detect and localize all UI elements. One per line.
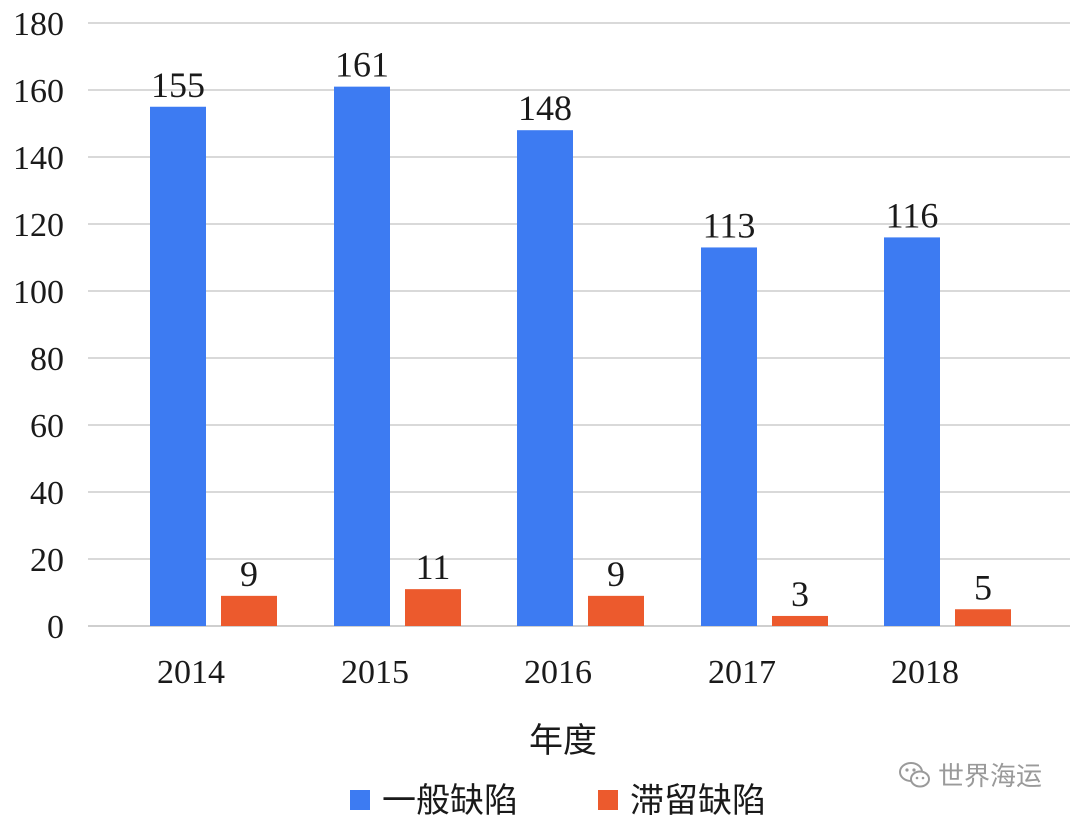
watermark: 世界海运 — [898, 756, 1042, 793]
bar-2016-series-1 — [588, 595, 644, 626]
bars — [150, 86, 1011, 626]
bar-2015-series-1 — [405, 589, 461, 626]
y-tick-label: 0 — [47, 609, 64, 646]
bar-2014-series-1 — [221, 595, 277, 626]
y-tick-label: 40 — [30, 475, 64, 512]
y-tick-label: 80 — [30, 341, 64, 378]
x-axis-ticks: 2014 2015 2016 2017 2018 — [157, 654, 959, 691]
data-label: 9 — [607, 554, 625, 594]
data-label: 148 — [518, 88, 572, 128]
y-axis-ticks: 0 20 40 60 80 100 120 140 160 180 — [13, 6, 64, 646]
x-axis-title: 年度 — [529, 721, 597, 761]
bar-2018-series-1 — [955, 609, 1011, 626]
data-labels: 155 161 148 113 116 9 11 9 3 5 — [151, 45, 992, 614]
y-tick-label: 100 — [13, 274, 64, 311]
data-label: 113 — [703, 205, 756, 245]
gridlines — [88, 22, 1070, 627]
data-label: 11 — [416, 547, 451, 587]
y-tick-label: 180 — [13, 6, 64, 43]
wechat-icon — [899, 761, 930, 787]
y-tick-label: 20 — [30, 542, 64, 579]
x-tick-label: 2018 — [891, 654, 959, 691]
legend-swatch — [350, 790, 370, 810]
legend: 一般缺陷 滞留缺陷 — [350, 781, 766, 821]
legend-swatch — [598, 790, 618, 810]
watermark-text: 世界海运 — [938, 762, 1043, 792]
data-label: 9 — [240, 554, 258, 594]
x-tick-label: 2017 — [708, 654, 776, 691]
legend-label: 一般缺陷 — [382, 781, 518, 821]
legend-label: 滞留缺陷 — [630, 781, 766, 821]
y-tick-label: 60 — [30, 408, 64, 445]
data-label: 155 — [151, 65, 205, 105]
data-label: 3 — [791, 574, 809, 614]
data-label: 5 — [974, 567, 992, 607]
y-tick-label: 160 — [13, 73, 64, 110]
x-tick-label: 2015 — [341, 654, 409, 691]
bar-2016-series-0 — [517, 130, 573, 626]
x-tick-label: 2016 — [524, 654, 592, 691]
y-tick-label: 140 — [13, 140, 64, 177]
x-tick-label: 2014 — [157, 654, 225, 691]
bar-2017-series-0 — [701, 247, 757, 626]
data-label: 161 — [335, 45, 389, 85]
bar-2018-series-0 — [884, 237, 940, 626]
bar-2015-series-0 — [334, 86, 390, 626]
data-label: 116 — [886, 195, 939, 235]
y-tick-label: 120 — [13, 207, 64, 244]
bar-2014-series-0 — [150, 106, 206, 626]
bar-2017-series-1 — [772, 615, 828, 626]
